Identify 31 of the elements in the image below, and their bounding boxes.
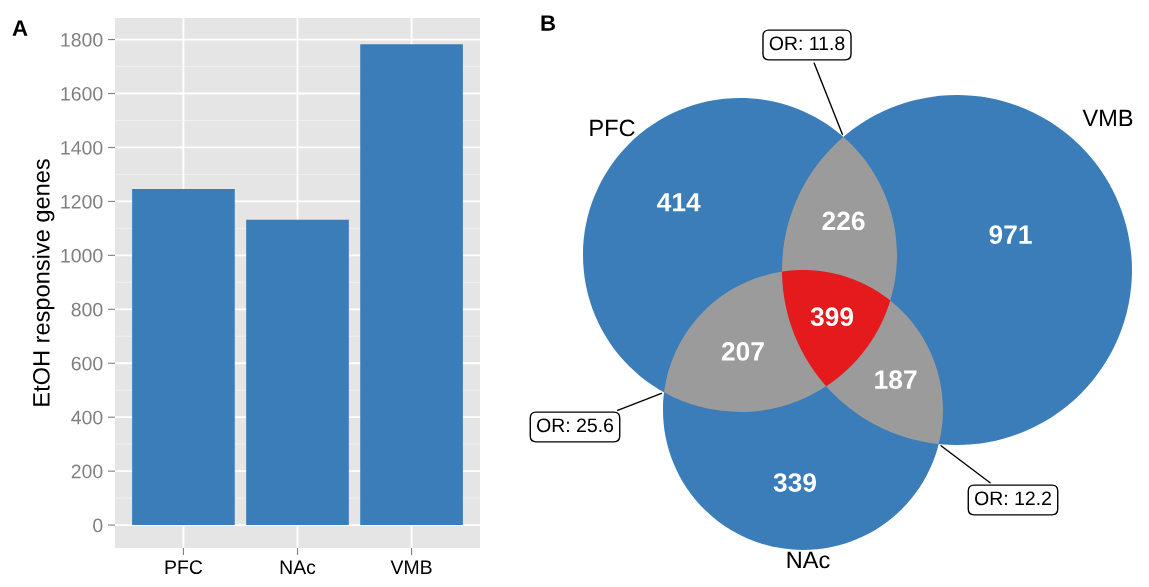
y-tick-label: 200: [71, 464, 103, 479]
chart-title: A: [12, 20, 28, 36]
text: 399: [810, 307, 854, 327]
x-tick-label: VMB: [390, 560, 432, 574]
text: PFC: [590, 119, 635, 137]
text: 207: [721, 342, 764, 361]
y-tick-label: 800: [71, 302, 103, 317]
bar: [360, 44, 463, 526]
text: OR: 11.8: [769, 36, 845, 51]
text: OR: 12.2: [975, 491, 1051, 506]
y-axis-title: EtOH responsive genes: [32, 159, 55, 406]
y-tick-label: 1000: [61, 248, 103, 263]
y-tick-label: 1400: [61, 140, 103, 155]
text: VMB: [1082, 109, 1133, 127]
text: 414: [657, 193, 701, 212]
y-tick-label: 1600: [61, 86, 103, 101]
bar: [132, 189, 235, 526]
text: B: [541, 15, 556, 31]
y-tick-label: 1200: [61, 194, 103, 209]
bar: [246, 219, 349, 526]
text: 226: [822, 211, 865, 231]
y-tick-label: 400: [71, 410, 103, 425]
text: 339: [773, 473, 817, 492]
text: OR: 25.6: [537, 418, 614, 433]
x-tick-label: PFC: [165, 560, 203, 575]
y-tick-label: 1800: [61, 33, 103, 47]
text: 971: [989, 225, 1032, 244]
x-tick-label: NAc: [280, 560, 316, 575]
y-tick-label: 600: [71, 356, 103, 371]
y-tick-label: 0: [93, 518, 103, 533]
text: 187: [875, 370, 917, 390]
